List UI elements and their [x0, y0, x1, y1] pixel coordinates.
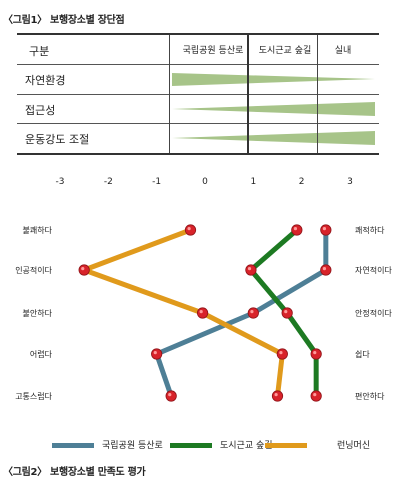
data-point [151, 348, 163, 360]
data-point-highlight [168, 393, 172, 397]
x-tick-label: -1 [152, 177, 161, 187]
table-row: 접근성 [17, 94, 379, 123]
x-tick-label: 2 [299, 177, 305, 187]
data-point-marker [281, 307, 293, 319]
data-point-highlight [187, 227, 191, 231]
wedge-shape [172, 131, 375, 145]
x-tick-label: -2 [104, 177, 113, 187]
data-point-marker [291, 224, 303, 236]
data-point-marker [78, 264, 90, 276]
wedge-increasing [172, 102, 375, 116]
right-category-label: 안정적이다 [355, 308, 392, 318]
figure2-title: 〈그림2〉 보행장소별 만족도 평가 [3, 467, 146, 478]
series-markers [78, 224, 332, 402]
data-point-marker [310, 348, 322, 360]
table-row: 운동강도 조절 [17, 123, 379, 153]
data-point-marker [320, 224, 332, 236]
x-tick-label: 3 [347, 177, 353, 187]
left-category-label: 어렵다 [30, 349, 53, 359]
legend-swatch [52, 443, 94, 448]
data-point-highlight [81, 267, 85, 271]
legend: 국립공원 등산로 도시근교 숲길 런닝머신 [0, 438, 400, 452]
right-category-label: 쉽다 [355, 349, 370, 359]
pros-cons-table: 구분 국립공원 등산로 도시근교 숲길 실내 자연환경 접근성 운동강도 조절 [17, 33, 379, 155]
legend-swatch [265, 443, 307, 448]
legend-swatch [170, 443, 212, 448]
data-point-marker [165, 390, 177, 402]
legend-label: 도시근교 숲길 [220, 441, 273, 451]
left-category-label: 불쾌하다 [23, 225, 53, 235]
table-header-row: 구분 국립공원 등산로 도시근교 숲길 실내 [17, 35, 379, 64]
data-point [245, 264, 257, 276]
data-point-marker [196, 307, 209, 319]
data-point [320, 264, 332, 276]
data-point-highlight [274, 393, 278, 397]
data-point-highlight [313, 393, 317, 397]
wedge-decreasing [172, 73, 375, 86]
wedge-shape [172, 73, 375, 86]
data-point [165, 390, 177, 402]
header-national-park: 국립공원 등산로 [182, 46, 244, 56]
x-tick-label: 0 [202, 177, 208, 187]
data-point-marker [151, 348, 163, 360]
data-point [184, 224, 197, 236]
data-point-highlight [153, 351, 157, 355]
x-tick-label: -3 [56, 177, 65, 187]
column-divider [317, 35, 318, 153]
column-divider [247, 35, 249, 153]
data-point-marker [276, 348, 288, 360]
wedge-increasing [172, 131, 375, 145]
x-tick-label: 1 [250, 177, 256, 187]
data-point-marker [184, 224, 197, 236]
legend-label: 국립공원 등산로 [102, 441, 163, 451]
data-point [281, 307, 293, 319]
data-point-highlight [199, 310, 203, 314]
right-category-label: 쾌적하다 [355, 225, 385, 235]
row-label: 자연환경 [25, 74, 66, 87]
legend-label: 런닝머신 [337, 441, 371, 451]
data-point-highlight [322, 227, 327, 231]
data-point-marker [245, 264, 257, 276]
data-point [271, 390, 284, 402]
data-point-marker [271, 390, 284, 402]
data-point [310, 390, 322, 402]
series-line-0 [154, 227, 329, 399]
data-point [276, 348, 288, 360]
wedge-shape [172, 102, 375, 116]
right-category-label: 자연적이다 [355, 265, 392, 275]
data-point [310, 348, 322, 360]
data-point [78, 264, 90, 276]
data-point [247, 307, 259, 319]
data-point [196, 307, 209, 319]
left-category-label: 인공적이다 [15, 265, 52, 275]
data-point-marker [320, 264, 332, 276]
row-label: 접근성 [25, 104, 56, 117]
left-category-label: 고통스럽다 [15, 392, 52, 401]
column-divider [169, 35, 170, 153]
data-point [320, 224, 332, 236]
data-point-marker [310, 390, 322, 402]
x-axis: -3 -2 -1 0 1 2 3 [56, 177, 353, 187]
data-point-highlight [279, 351, 283, 355]
row-label: 운동강도 조절 [25, 133, 90, 146]
header-indoor: 실내 [334, 46, 352, 56]
data-point-highlight [322, 267, 327, 271]
header-category: 구분 [29, 45, 50, 58]
left-category-label: 불안하다 [23, 308, 53, 318]
table-row: 자연환경 [17, 64, 379, 94]
data-point-marker [247, 307, 259, 319]
figure1-title: 〈그림1〉 보행장소별 장단점 [3, 15, 125, 26]
data-point-highlight [250, 310, 254, 314]
data-point-highlight [284, 310, 288, 314]
data-point-highlight [313, 351, 317, 355]
header-city-trail: 도시근교 숲길 [258, 46, 312, 56]
data-point-highlight [293, 227, 298, 231]
data-point [291, 224, 303, 236]
right-category-label: 편안하다 [355, 391, 385, 401]
data-point-highlight [247, 267, 252, 271]
